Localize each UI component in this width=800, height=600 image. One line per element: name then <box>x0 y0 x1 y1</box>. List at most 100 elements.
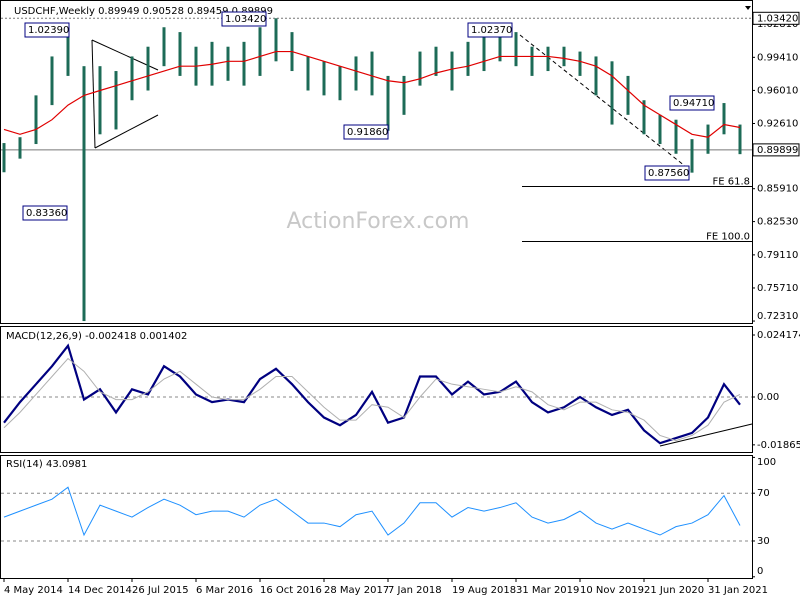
price-bar <box>66 28 70 76</box>
menu-arrow[interactable] <box>745 6 751 10</box>
price-bar <box>338 66 342 101</box>
price-bar <box>242 41 246 86</box>
y-tick-label: 0.00 <box>757 392 779 403</box>
y-tick-label: 30 <box>757 536 770 547</box>
level-box <box>752 11 800 25</box>
y-tick-label: 0 <box>757 566 763 577</box>
price-bar <box>546 46 550 72</box>
triangle-line <box>91 39 96 149</box>
annotation: 0.87560 <box>648 168 689 179</box>
level-label: 1.03420 <box>757 13 798 24</box>
rsi-panel <box>0 455 753 579</box>
x-tick-label: 6 Mar 2016 <box>196 585 253 596</box>
fe-label: FE 61.8 <box>712 176 750 187</box>
x-tick-label: 4 May 2014 <box>4 585 63 596</box>
x-tick-label: 31 Jan 2021 <box>708 585 768 596</box>
price-bar <box>706 124 710 154</box>
price-bar <box>2 143 6 173</box>
x-tick-label: 31 Mar 2019 <box>516 585 579 596</box>
price-bar <box>658 114 662 145</box>
x-tick-label: 28 May 2017 <box>324 585 389 596</box>
price-title: USDCHF,Weekly 0.89949 0.90528 0.89459 0.… <box>14 6 273 17</box>
price-bar <box>18 137 22 159</box>
price-bar <box>274 18 278 62</box>
annotation: 0.83360 <box>26 208 67 219</box>
y-tick-label: 0.92610 <box>757 118 798 129</box>
price-panel <box>0 0 753 324</box>
y-tick-label: 0.85910 <box>757 184 798 195</box>
price-bar <box>402 75 406 115</box>
price-bar <box>98 66 102 135</box>
annotation-box <box>343 124 389 140</box>
price-bar <box>50 56 54 106</box>
macd-panel <box>0 326 753 453</box>
y-tick-label: 0.82530 <box>757 217 798 228</box>
price-bar <box>674 119 678 154</box>
x-tick-label: 16 Oct 2016 <box>260 585 322 596</box>
price-bar <box>530 46 534 76</box>
y-tick-label: 0.79110 <box>757 250 798 261</box>
price-bar <box>722 103 726 135</box>
price-bar <box>610 61 614 125</box>
fe-label: FE 100.0 <box>706 231 750 242</box>
x-tick-label: 21 Jun 2020 <box>644 585 704 596</box>
annotation: 0.91860 <box>347 127 388 138</box>
price-bar <box>114 71 118 130</box>
price-bar <box>578 51 582 76</box>
price-bar <box>738 124 742 155</box>
price-bar <box>434 46 438 76</box>
price-bar <box>514 32 518 67</box>
y-tick-label: -0.018653 <box>757 440 800 451</box>
price-bar <box>354 56 358 91</box>
price-bar <box>482 36 486 72</box>
x-tick-label: 19 Aug 2018 <box>452 585 516 596</box>
price-bar <box>82 66 86 322</box>
price-bar <box>162 27 166 67</box>
price-bar <box>226 46 230 81</box>
price-bar <box>130 56 134 101</box>
x-tick-label: 10 Nov 2019 <box>580 585 644 596</box>
price-bar <box>466 41 470 76</box>
annotation: 0.94710 <box>673 98 714 109</box>
annotation-box <box>22 205 68 221</box>
price-bar <box>690 139 694 173</box>
annotation-box <box>221 11 267 27</box>
y-tick-label: 0.024174 <box>757 330 800 341</box>
rsi-title: RSI(14) 43.0981 <box>6 459 87 470</box>
level-box <box>752 143 800 157</box>
triangle-line <box>94 114 159 149</box>
price-bar <box>418 51 422 86</box>
price-bar <box>594 56 598 96</box>
price-bar <box>34 95 38 145</box>
annotation-box <box>467 22 513 38</box>
macd-title: MACD(12,26,9) -0.002418 0.001402 <box>6 331 187 342</box>
price-bar <box>386 75 390 131</box>
x-tick-label: 26 Jul 2015 <box>132 585 189 596</box>
price-bar <box>306 56 310 91</box>
price-bar <box>370 51 374 96</box>
y-tick-label: 0.72310 <box>757 311 798 322</box>
annotation: 1.02370 <box>471 25 512 36</box>
level-label: 0.89899 <box>757 145 798 156</box>
price-bar <box>178 32 182 76</box>
y-tick-label: 70 <box>757 488 770 499</box>
annotation-box <box>644 165 690 181</box>
y-tick-label: 0.99410 <box>757 52 798 63</box>
x-tick-label: 7 Jan 2018 <box>388 585 442 596</box>
annotation: 1.02390 <box>28 25 69 36</box>
indicator-line <box>3 343 741 445</box>
annotation-box <box>669 95 715 111</box>
annotation-box <box>24 22 70 38</box>
indicator-line <box>3 357 741 442</box>
y-tick-label: 0.96010 <box>757 85 798 96</box>
x-tick-label: 14 Dec 2014 <box>68 585 132 596</box>
price-bar <box>626 75 630 115</box>
price-bar <box>146 46 150 91</box>
watermark: ActionForex.com <box>287 209 470 234</box>
price-bar <box>642 100 646 135</box>
price-bar <box>258 27 262 76</box>
annotation: 1.03420 <box>225 14 266 25</box>
y-tick-label: 0.75710 <box>757 283 798 294</box>
